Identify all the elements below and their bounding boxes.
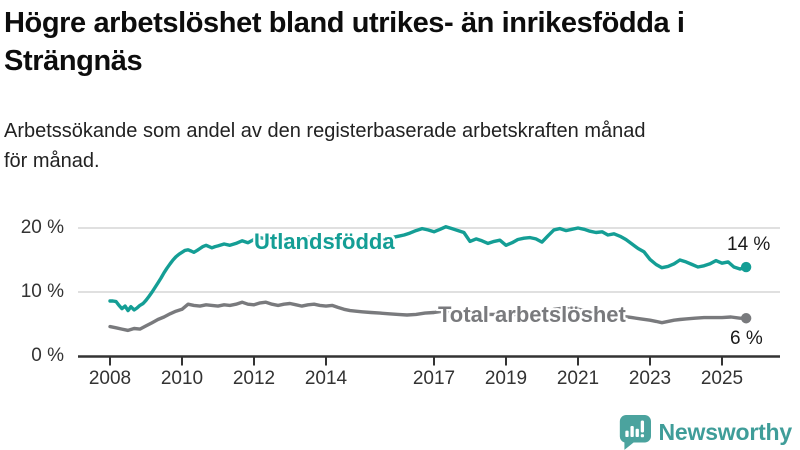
logo-bar-2 [629, 426, 634, 438]
newsworthy-logo-icon [619, 415, 651, 450]
end-dot-series-0 [740, 261, 752, 273]
x-tick-label-2023: 2023 [628, 368, 672, 389]
newsworthy-wordmark: Newsworthy [658, 418, 793, 445]
logo-exclamation-dot [640, 434, 644, 438]
logo-bar-1 [624, 430, 629, 438]
y-tick-label-0: 0 % [31, 345, 64, 366]
x-tick-label-2012: 2012 [232, 368, 276, 389]
x-tick-label-2019: 2019 [484, 368, 528, 389]
newsworthy-brand: Newsworthy [618, 414, 792, 450]
x-tick-label-2025: 2025 [700, 368, 744, 389]
end-dot-series-1 [740, 313, 752, 324]
x-tick-label-2014: 2014 [304, 368, 348, 389]
x-tick-label-2017: 2017 [412, 368, 456, 389]
logo-exclamation-bar [640, 420, 644, 433]
series-label-total-arbetsloshet: Total arbetslöshet [438, 302, 626, 327]
series-line-0 [108, 224, 748, 313]
x-tick-label-2008: 2008 [88, 368, 132, 389]
chart-subtitle: Arbetssökande som andel av den registerb… [4, 120, 646, 172]
chart-title: Högre arbetslöshet bland utrikes- än inr… [4, 7, 685, 78]
logo-bar-3 [635, 428, 639, 438]
y-tick-label-20: 20 % [20, 217, 64, 238]
series-line-1 [108, 300, 748, 333]
x-tick-label-2010: 2010 [160, 368, 204, 389]
y-tick-label-10: 10 % [20, 281, 64, 302]
x-tick-label-2021: 2021 [556, 368, 600, 389]
end-value-label-utlandsfodda: 14 % [727, 234, 771, 255]
end-value-label-total: 6 % [730, 328, 763, 349]
series-label-utlandsfodda: Utlandsfödda [254, 229, 395, 254]
